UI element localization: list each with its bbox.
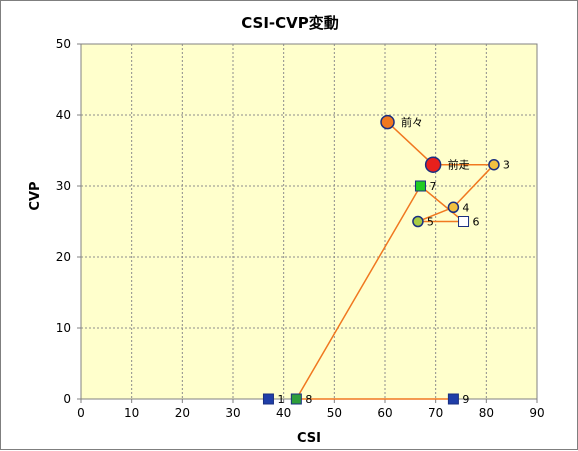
- point-marker: [380, 114, 395, 130]
- x-tick-label: 40: [276, 406, 291, 420]
- axis-ticks: 0 10 20 30 40 50 60 70 80 90 0 10 20 30 40 50: [56, 37, 545, 420]
- point-marker: [290, 393, 302, 405]
- x-tick-label: 30: [225, 406, 240, 420]
- point-label: 5: [427, 216, 434, 229]
- point-marker: [447, 201, 460, 214]
- point-label: 前々: [401, 115, 423, 129]
- x-tick-label: 20: [175, 406, 190, 420]
- point-marker: [447, 393, 459, 405]
- point-label: 6: [473, 216, 480, 229]
- point-label: 1: [277, 393, 284, 406]
- y-tick-label: 20: [56, 250, 71, 264]
- point-marker: [424, 156, 442, 173]
- point-label: 3: [503, 159, 510, 172]
- point-marker: [412, 215, 424, 228]
- point-label: 4: [462, 201, 469, 214]
- x-tick-label: 90: [529, 406, 544, 420]
- x-tick-label: 0: [77, 406, 85, 420]
- point-marker: [414, 180, 426, 192]
- x-tick-label: 70: [428, 406, 443, 420]
- chart-title: CSI-CVP変動: [241, 14, 339, 32]
- point-label: 7: [429, 180, 436, 193]
- y-tick-label: 30: [56, 179, 71, 193]
- point-label: 9: [462, 393, 469, 406]
- data-points: 1 8 9 7 6 5 4 3 前走 前々: [262, 114, 510, 406]
- y-tick-label: 10: [56, 321, 71, 335]
- point-label: 前走: [448, 158, 470, 172]
- y-tick-label: 0: [63, 392, 71, 406]
- y-tick-label: 50: [56, 37, 71, 51]
- y-axis-title: CVP: [28, 181, 43, 210]
- point-marker: [262, 393, 274, 405]
- x-axis-title: CSI: [297, 431, 321, 446]
- x-tick-label: 80: [479, 406, 494, 420]
- x-tick-label: 10: [124, 406, 139, 420]
- point-marker: [488, 158, 500, 171]
- y-tick-label: 40: [56, 108, 71, 122]
- point-marker: [458, 216, 470, 227]
- x-tick-label: 60: [377, 406, 392, 420]
- point-label: 8: [305, 393, 312, 406]
- x-tick-label: 50: [327, 406, 342, 420]
